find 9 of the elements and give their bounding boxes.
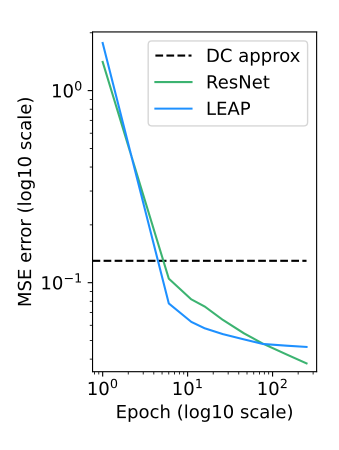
y-axis-title: MSE error (log10 scale) [17, 98, 35, 306]
x-axis-title: Epoch (log10 scale) [117, 404, 292, 422]
x-tick-label: 10$^{2}$ [258, 378, 287, 396]
legend-label: ResNet [208, 75, 270, 89]
x-tick-label: 10$^{0}$ [88, 378, 118, 396]
y-tick-label: 10$^{−1}$ [42, 273, 82, 290]
legend-label: LEAP [208, 102, 250, 115]
legend-label: DC approx [208, 48, 300, 66]
x-tick-label: 10$^{1}$ [174, 378, 202, 396]
